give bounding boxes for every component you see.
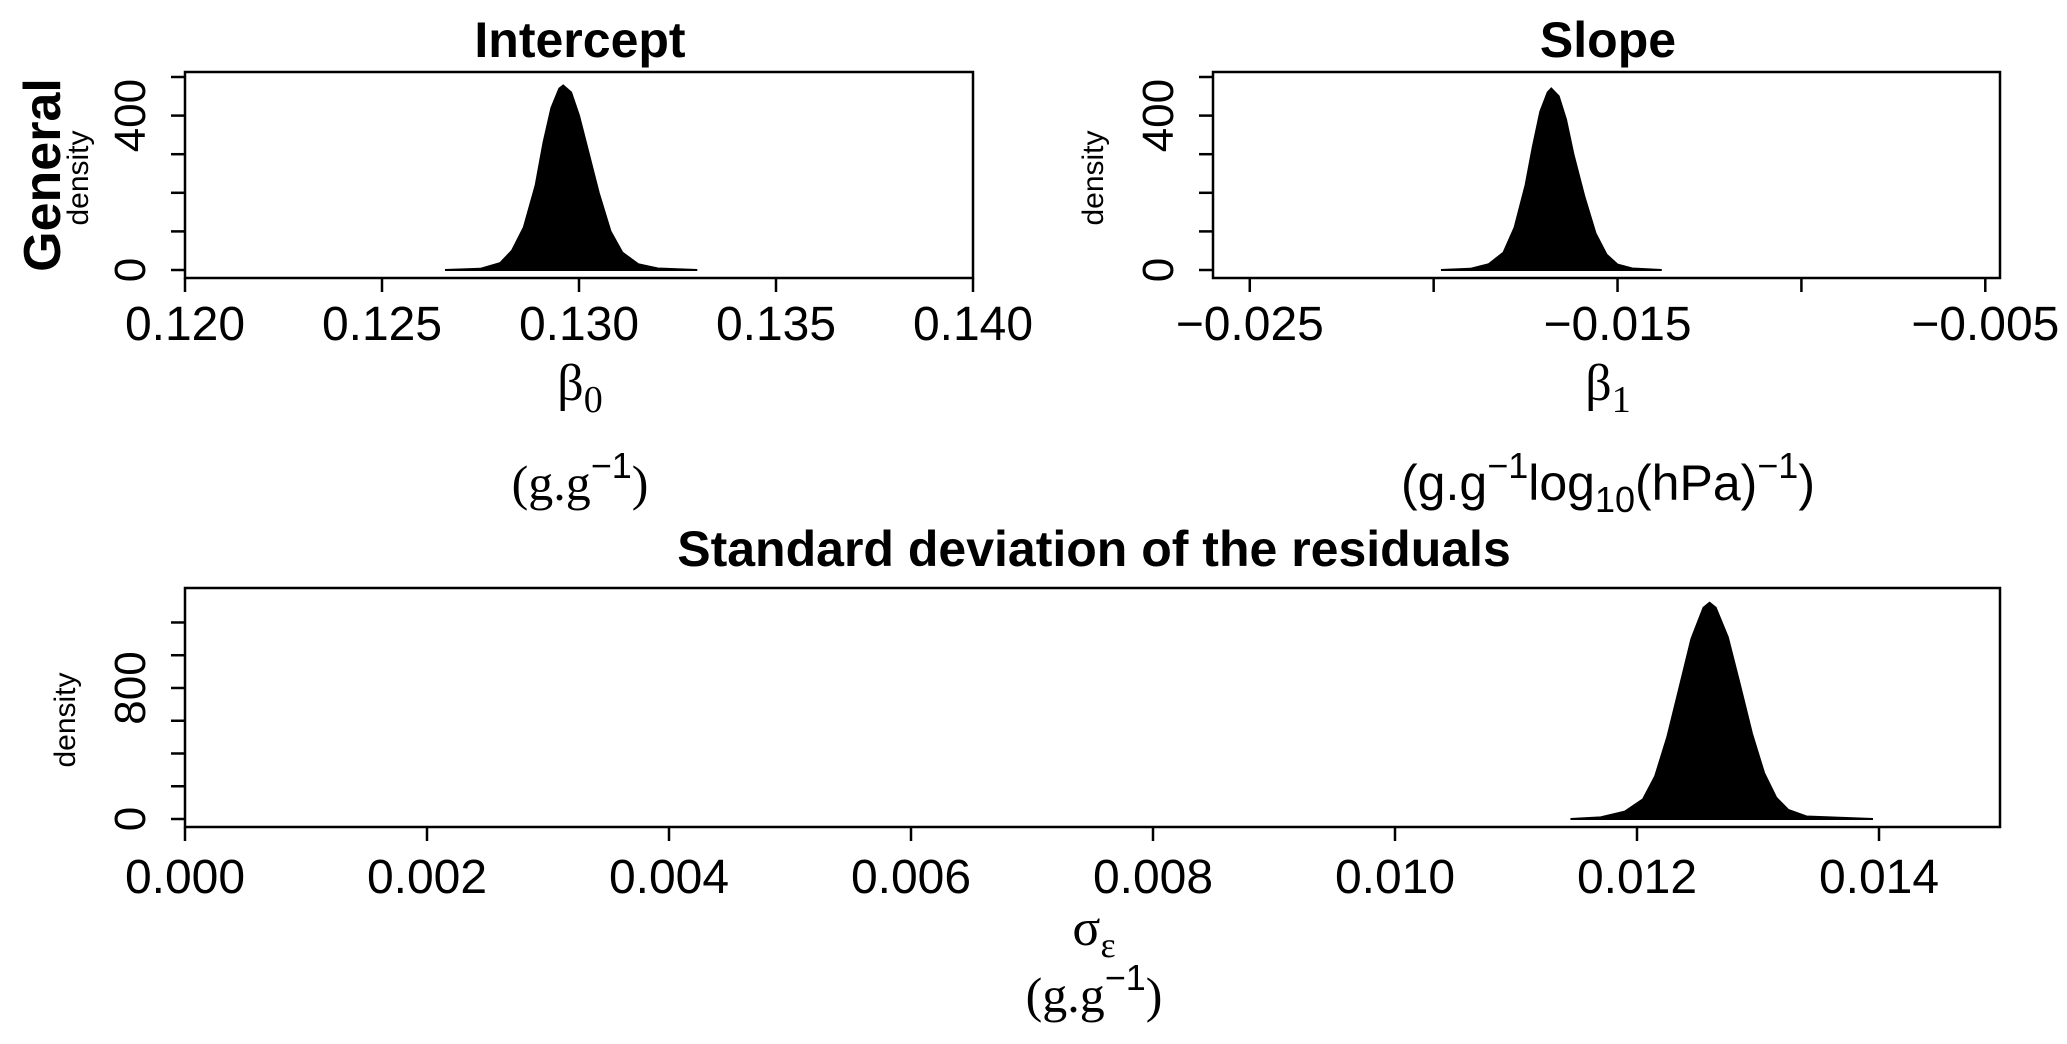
plot-frame-residual-sd bbox=[183, 586, 2002, 829]
x-axis-unit-residual-sd: (g.g−1) bbox=[1026, 957, 1163, 1023]
epsilon-subscript: ε bbox=[1100, 925, 1115, 965]
sigma-symbol: σ bbox=[1072, 900, 1100, 957]
x-axis-label-intercept: β0 bbox=[557, 355, 602, 421]
y-tick-label-residual-sd: 0 bbox=[106, 807, 155, 831]
beta0-subscript: 0 bbox=[584, 379, 603, 421]
x-tick-label-residual-sd: 0.014 bbox=[1819, 851, 1939, 904]
x-tick-label-intercept: 0.135 bbox=[716, 298, 836, 351]
x-tick-label-residual-sd: 0.004 bbox=[609, 851, 729, 904]
y-tick-label-intercept: 0 bbox=[106, 258, 155, 282]
x-tick-label-residual-sd: 0.006 bbox=[851, 851, 971, 904]
density-area-residual-sd bbox=[1570, 601, 1874, 820]
x-axis-label-slope: β1 bbox=[1585, 355, 1630, 421]
beta0-symbol: β bbox=[557, 355, 583, 412]
y-axis-label-slope: density bbox=[1077, 130, 1110, 225]
panel-title-slope: Slope bbox=[1540, 12, 1676, 68]
y-axis-label-residual-sd: density bbox=[49, 672, 82, 767]
x-tick-label-slope: −0.025 bbox=[1176, 298, 1324, 351]
x-axis-label-residual-sd: σε bbox=[1072, 900, 1115, 965]
density-area-intercept bbox=[444, 84, 698, 271]
y-tick-label-slope: 0 bbox=[1134, 258, 1183, 282]
x-tick-label-intercept: 0.120 bbox=[125, 298, 245, 351]
x-tick-label-residual-sd: 0.010 bbox=[1335, 851, 1455, 904]
x-axis-unit-intercept: (g.g−1) bbox=[512, 445, 649, 511]
x-axis-unit-slope: (g.g−1log10(hPa)−1) bbox=[1401, 445, 1815, 520]
y-tick-label-slope: 400 bbox=[1134, 79, 1183, 152]
beta1-subscript: 1 bbox=[1612, 379, 1631, 421]
x-tick-label-slope: −0.005 bbox=[1911, 298, 2059, 351]
y-axis-label-intercept: density bbox=[62, 130, 95, 225]
panel-residual-sd: Standard deviation of the residuals dens… bbox=[49, 521, 2002, 1023]
density-area-slope bbox=[1440, 87, 1662, 271]
y-tick-label-residual-sd: 800 bbox=[106, 651, 155, 724]
x-tick-label-residual-sd: 0.012 bbox=[1577, 851, 1697, 904]
x-tick-label-residual-sd: 0.008 bbox=[1093, 851, 1213, 904]
panel-title-intercept: Intercept bbox=[474, 12, 686, 68]
x-tick-label-intercept: 0.130 bbox=[519, 298, 639, 351]
beta1-symbol: β bbox=[1585, 355, 1611, 412]
panel-intercept: Intercept density 0.120 0.125 0.130 0.135 0.… bbox=[62, 12, 1033, 511]
x-tick-label-intercept: 0.125 bbox=[322, 298, 442, 351]
x-tick-label-slope: −0.015 bbox=[1543, 298, 1691, 351]
plot-frame-intercept bbox=[183, 70, 975, 280]
y-tick-label-intercept: 400 bbox=[106, 79, 155, 152]
x-tick-label-intercept: 0.140 bbox=[913, 298, 1033, 351]
row-label: General bbox=[14, 78, 72, 272]
plot-frame-slope bbox=[1211, 70, 2002, 280]
x-tick-label-residual-sd: 0.002 bbox=[367, 851, 487, 904]
panel-title-residual-sd: Standard deviation of the residuals bbox=[677, 521, 1511, 577]
x-tick-label-residual-sd: 0.000 bbox=[125, 851, 245, 904]
